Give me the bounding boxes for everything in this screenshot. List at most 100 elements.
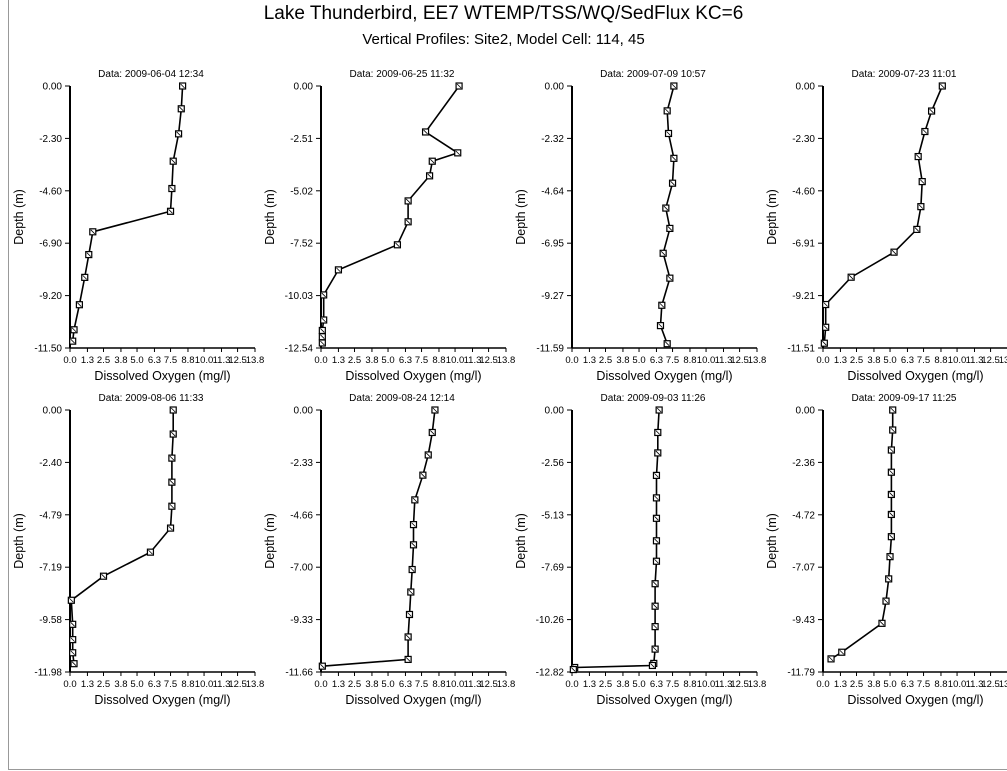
x-tick-label: 12.5	[730, 355, 749, 366]
data-point-mark	[408, 589, 414, 595]
y-tick-label: -9.33	[290, 615, 313, 626]
y-tick-label: -4.66	[290, 510, 313, 521]
y-tick-label: -6.91	[792, 239, 815, 250]
panel-title: Data: 2009-06-04 12:34	[98, 69, 204, 80]
y-tick-label: -2.51	[290, 134, 313, 145]
data-point-mark	[176, 131, 181, 137]
data-point-mark	[883, 598, 889, 604]
x-tick-label: 3.8	[114, 679, 127, 690]
data-point-mark	[652, 603, 658, 609]
data-point-mark	[320, 340, 325, 346]
x-tick-label: 11.3	[966, 679, 984, 690]
data-point-mark	[915, 154, 921, 159]
panel-title: Data: 2009-06-25 11:32	[350, 69, 455, 80]
y-tick-label: -5.13	[541, 510, 564, 521]
x-tick-label: 12.5	[981, 679, 1000, 690]
data-point-mark	[671, 83, 677, 89]
x-tick-label: 1.3	[834, 679, 847, 690]
data-point-mark	[664, 341, 670, 346]
x-tick-label: 6.3	[148, 355, 161, 366]
x-tick-label: 7.5	[164, 679, 177, 690]
y-tick-label: -6.95	[541, 239, 564, 250]
x-tick-label: 11.3	[213, 679, 231, 690]
data-point-mark	[320, 663, 325, 669]
x-tick-label: 0.0	[816, 679, 829, 690]
data-point-mark	[891, 249, 897, 255]
x-tick-label: 7.5	[917, 679, 930, 690]
figure-frame	[8, 0, 1007, 770]
x-axis-label: Dissolved Oxygen (mg/l)	[847, 369, 983, 383]
x-tick-label: 8.8	[683, 679, 696, 690]
data-point-mark	[170, 158, 176, 164]
y-tick-label: 0.00	[43, 406, 63, 417]
data-point-mark	[170, 407, 176, 413]
x-tick-label: 6.3	[650, 679, 663, 690]
data-point-mark	[823, 325, 828, 330]
x-tick-label: 1.3	[834, 355, 847, 366]
data-point-mark	[411, 542, 416, 548]
y-tick-label: -10.03	[285, 291, 314, 302]
x-tick-label: 3.8	[616, 679, 629, 690]
x-tick-label: 11.3	[213, 355, 231, 366]
x-tick-label: 8.8	[432, 355, 445, 366]
y-tick-label: -11.50	[34, 344, 62, 355]
x-tick-label: 10.0	[948, 355, 967, 366]
data-point-mark	[656, 407, 662, 413]
x-tick-label: 12.5	[730, 679, 749, 690]
x-tick-label: 2.5	[850, 679, 863, 690]
profile-chart-6: Data: 2009-08-24 12:14 0.00 -2.33 -4.66 -7.0…	[263, 393, 515, 707]
y-tick-label: 0.00	[294, 82, 314, 93]
x-tick-label: 8.8	[181, 355, 194, 366]
panel-title: Data: 2009-09-03 11:26	[601, 393, 706, 404]
data-point-mark	[71, 661, 77, 666]
data-point-mark	[660, 250, 666, 256]
y-tick-label: -9.43	[792, 615, 815, 626]
y-tick-label: -4.64	[541, 186, 564, 197]
y-tick-label: -2.40	[39, 458, 62, 469]
profile-chart-1: Data: 2009-06-04 12:34 0.00 -2.30 -4.60 -6.9…	[12, 69, 264, 383]
x-axis-label: Dissolved Oxygen (mg/l)	[596, 369, 732, 383]
x-axis-label: Dissolved Oxygen (mg/l)	[596, 693, 732, 707]
x-tick-label: 0.0	[565, 355, 578, 366]
y-tick-label: 0.00	[545, 82, 565, 93]
data-point-mark	[848, 274, 854, 280]
data-point-mark	[70, 622, 75, 627]
y-tick-label: -2.32	[541, 134, 564, 145]
x-tick-label: 12.5	[479, 355, 498, 366]
data-point-mark	[918, 204, 924, 209]
data-point-mark	[70, 338, 75, 344]
data-point-mark	[658, 323, 663, 328]
x-tick-label: 1.3	[583, 355, 596, 366]
data-point-mark	[425, 452, 431, 458]
y-tick-label: -2.36	[792, 458, 815, 469]
data-point-mark	[671, 156, 677, 161]
y-axis-label: Depth (m)	[514, 189, 528, 245]
data-point-mark	[666, 131, 671, 136]
x-tick-label: 5.0	[381, 679, 394, 690]
x-tick-label: 0.0	[314, 679, 327, 690]
data-point-mark	[320, 334, 325, 340]
x-tick-label: 10.0	[697, 679, 716, 690]
data-point-mark	[70, 637, 75, 642]
y-tick-label: 0.00	[294, 406, 314, 417]
data-point-mark	[889, 534, 894, 539]
x-tick-label: 6.3	[399, 679, 412, 690]
data-point-mark	[571, 667, 576, 672]
profile-line	[572, 409, 660, 670]
y-tick-label: 0.00	[796, 406, 816, 417]
x-tick-label: 12.5	[981, 355, 1000, 366]
y-tick-label: -10.26	[536, 615, 565, 626]
data-point-mark	[652, 581, 658, 586]
profile-line	[823, 85, 944, 344]
x-tick-label: 10.0	[195, 679, 214, 690]
x-axis-label: Dissolved Oxygen (mg/l)	[94, 693, 230, 707]
data-point-mark	[336, 267, 341, 273]
data-point-mark	[889, 469, 894, 475]
x-tick-label: 6.3	[399, 355, 412, 366]
data-point-mark	[420, 472, 426, 478]
y-axis-label: Depth (m)	[263, 189, 277, 245]
data-point-mark	[456, 83, 462, 89]
x-tick-label: 0.0	[565, 679, 578, 690]
y-tick-label: -4.60	[792, 186, 815, 197]
y-tick-label: -11.66	[285, 668, 313, 679]
